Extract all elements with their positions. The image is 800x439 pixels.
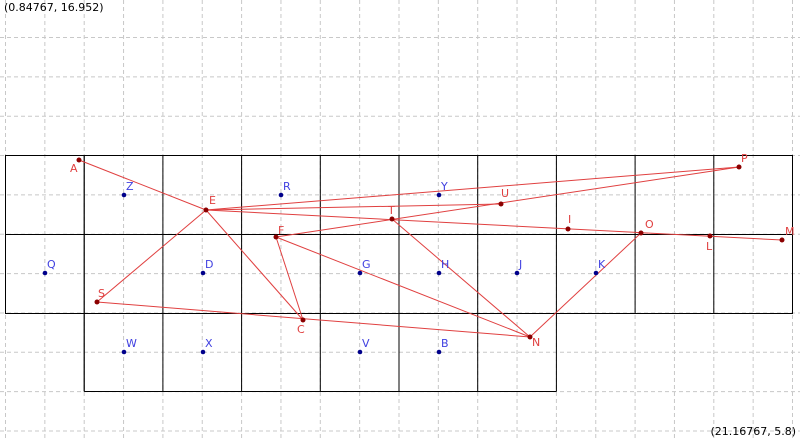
point-label: C (297, 323, 305, 336)
segment (205, 166, 740, 211)
point-label: T (387, 204, 395, 217)
point-label: R (283, 180, 291, 193)
free-point (436, 349, 442, 355)
point-label: W (126, 337, 137, 350)
free-point (121, 192, 127, 198)
free-point (436, 270, 442, 276)
point-label: V (362, 337, 370, 350)
segment (205, 209, 783, 241)
segments (78, 159, 783, 338)
point (527, 334, 533, 340)
segment (275, 236, 531, 338)
point (736, 164, 742, 170)
segment (391, 218, 531, 338)
segment (205, 203, 502, 211)
free-point (200, 270, 206, 276)
corner-coordinate: (0.84767, 16.952) (4, 1, 104, 14)
point-label: Q (47, 258, 56, 271)
point-label: F (278, 224, 284, 237)
point-label: S (98, 287, 105, 300)
point (779, 237, 785, 243)
free-point (357, 270, 363, 276)
free-point (357, 349, 363, 355)
segment (78, 159, 207, 211)
point-label: Y (440, 180, 448, 193)
segment (205, 209, 304, 321)
free-point (42, 270, 48, 276)
points: A E F T U P I O L M S C N Z R Y Q D G H J K W X V B (42, 152, 795, 355)
point-label: M (785, 225, 795, 238)
corner-coordinate: (21.16767, 5.8) (710, 425, 796, 438)
point-label: H (441, 258, 449, 271)
point-label: I (568, 213, 571, 226)
point (300, 317, 306, 323)
point-label: J (518, 258, 522, 271)
point (76, 157, 82, 163)
point-label: X (205, 337, 213, 350)
point (273, 234, 279, 240)
point-label: D (205, 258, 213, 271)
point-label: E (209, 194, 216, 207)
point-label: A (70, 162, 78, 175)
point-label: O (645, 218, 654, 231)
segment (529, 232, 642, 338)
segment (96, 301, 531, 338)
point (707, 233, 713, 239)
point-label: N (532, 336, 540, 349)
point (203, 207, 209, 213)
free-point (514, 270, 520, 276)
point-label: K (598, 258, 606, 271)
point (638, 230, 644, 236)
segment (96, 209, 207, 303)
free-point (436, 192, 442, 198)
free-point (278, 192, 284, 198)
point-label: L (706, 240, 713, 253)
segment (275, 236, 304, 321)
point-label: P (741, 152, 748, 165)
free-point (593, 270, 599, 276)
segment (275, 166, 740, 238)
point (565, 226, 571, 232)
point (94, 299, 100, 305)
free-point (121, 349, 127, 355)
point-label: U (501, 187, 509, 200)
point-label: Z (126, 180, 134, 193)
point (498, 201, 504, 207)
point-label: B (441, 337, 449, 350)
point (389, 216, 395, 222)
point-label: G (362, 258, 371, 271)
free-point (200, 349, 206, 355)
